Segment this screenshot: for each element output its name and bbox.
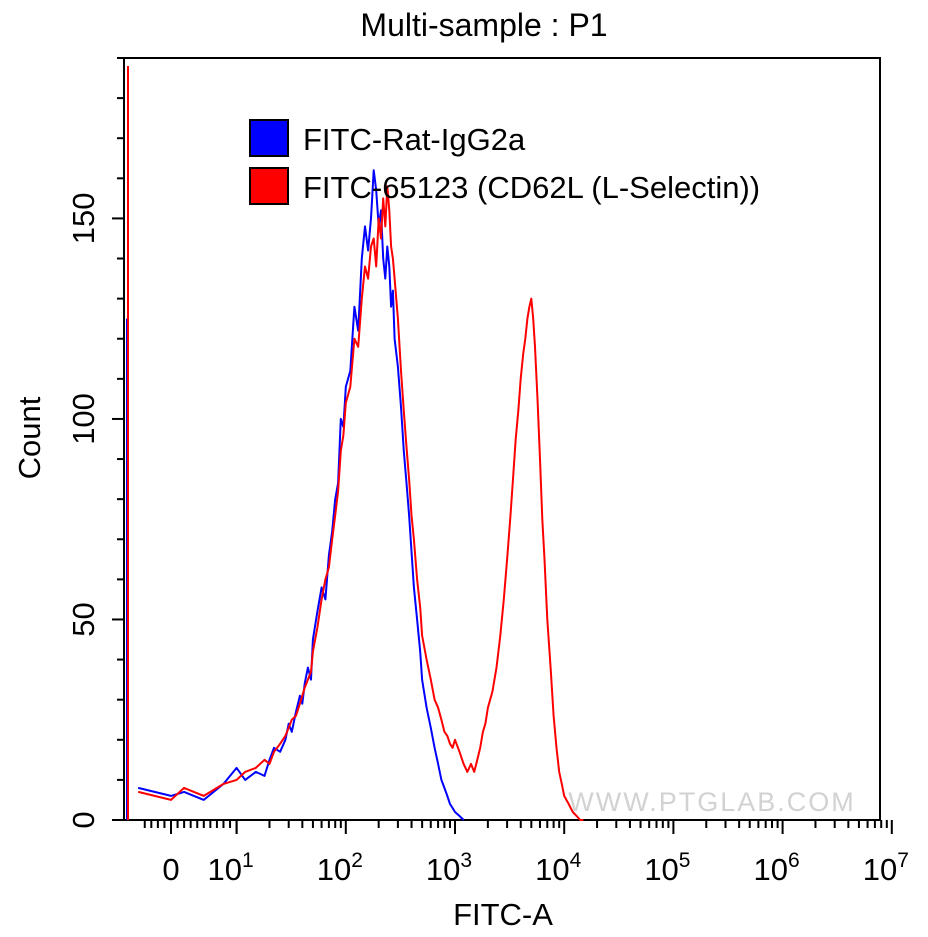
x-tick-base: 0 [162,852,179,887]
y-axis: 0 50 100 150 [66,57,124,829]
x-tick-label: 106 [754,849,800,887]
x-tick-base: 10 [863,852,897,887]
x-tick-label: 107 [863,849,909,887]
watermark: WWW.PTGLAB.COM [568,787,856,817]
series-line-2 [137,185,584,821]
y-tick-label: 0 [66,811,101,828]
x-tick-exponent: 6 [788,849,800,872]
x-tick-label: 102 [317,849,363,887]
y-tick-label: 100 [66,393,101,445]
x-tick-exponent: 5 [679,849,691,872]
x-tick-exponent: 3 [460,849,472,872]
legend-swatch [249,167,289,205]
x-tick-base: 10 [208,852,242,887]
x-tick-base: 10 [644,852,678,887]
series-line-1 [137,169,465,821]
x-tick-label: 104 [535,849,581,887]
x-tick-base: 10 [535,852,569,887]
x-axis: 0 101 102 103 104 105 106 107 [143,820,909,887]
plot-frame [123,57,881,821]
y-tick-label: 150 [66,193,101,245]
x-tick-label: 105 [644,849,690,887]
x-tick-exponent: 2 [351,849,363,872]
x-tick-base: 10 [317,852,351,887]
x-tick-exponent: 1 [242,849,254,872]
x-tick-label: 101 [208,849,254,887]
x-tick-exponent: 4 [570,849,582,872]
legend-label: FITC-65123 (CD62L (L-Selectin)) [303,170,760,205]
y-tick-label: 50 [66,602,101,636]
x-tick-label: 103 [426,849,472,887]
chart-title: Multi-sample : P1 [360,7,607,43]
x-axis-label: FITC-A [453,897,553,932]
x-tick-exponent: 7 [897,849,909,872]
series-layer [126,66,584,821]
x-tick-label: 0 [162,852,179,887]
x-tick-base: 10 [426,852,460,887]
legend: FITC-Rat-IgG2a FITC-65123 (CD62L (L-Selec… [249,119,760,205]
y-axis-label: Count [12,396,47,479]
x-tick-base: 10 [754,852,788,887]
legend-label: FITC-Rat-IgG2a [303,122,526,157]
legend-swatch [249,119,289,157]
